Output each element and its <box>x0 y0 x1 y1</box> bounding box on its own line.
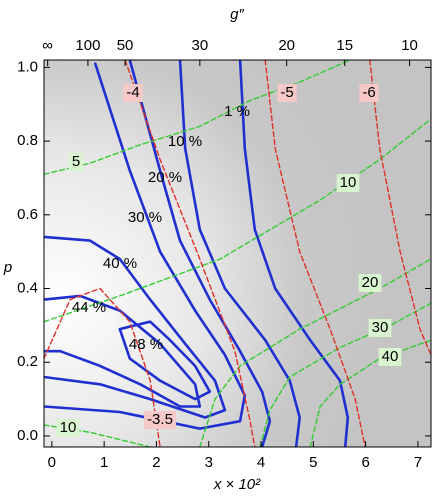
x-tick-label: 1 <box>100 454 108 471</box>
contour-label-box <box>56 419 80 437</box>
contour-label: 40 <box>382 348 399 365</box>
y-tick-label: 0.8 <box>17 132 38 149</box>
x-tick-label: 2 <box>152 454 160 471</box>
contour-line <box>118 320 212 401</box>
top-tick-label: 15 <box>336 37 353 54</box>
x-tick-label: 5 <box>309 454 317 471</box>
x-tick-label: 7 <box>414 454 422 471</box>
contour-label: 20 <box>362 274 379 291</box>
y-tick-label: 0.2 <box>17 353 38 370</box>
contour-line <box>44 287 161 447</box>
contour-line <box>259 302 431 447</box>
top-axis-label: g″ <box>230 6 244 23</box>
top-tick-label: 20 <box>278 37 295 54</box>
contour-label-box <box>359 84 379 102</box>
contour-label-box <box>123 84 143 102</box>
top-tick-label: 100 <box>75 37 100 54</box>
contour-line <box>199 258 431 447</box>
contour-line <box>178 60 302 447</box>
contour-label-box <box>336 174 360 192</box>
x-tick-label: 0 <box>48 454 56 471</box>
x-tick-label: 3 <box>205 454 213 471</box>
contour-label-box <box>277 84 297 102</box>
contour-line <box>369 60 431 356</box>
contour-label: 44 % <box>72 299 106 316</box>
y-tick-label: 0.6 <box>17 206 38 223</box>
top-tick-label: 30 <box>192 37 209 54</box>
x-tick-label: 4 <box>257 454 265 471</box>
contour-line <box>44 294 202 408</box>
contour-label-box <box>358 274 382 292</box>
y-tick-label: 0.4 <box>17 279 38 296</box>
contour-label-box <box>144 411 176 429</box>
x-tick-label: 6 <box>361 454 369 471</box>
contour-line <box>44 235 227 419</box>
contour-line <box>264 60 366 447</box>
contour-label-box <box>368 319 392 337</box>
top-tick-label: ∞ <box>42 37 53 54</box>
contour-label: -4 <box>126 84 139 101</box>
contour-label: 30 <box>372 319 389 336</box>
contour-label: -3.5 <box>147 411 173 428</box>
contour-label: 1 % <box>224 103 250 120</box>
contour-label: 5 <box>72 153 80 170</box>
contour-label: 40 % <box>103 255 137 272</box>
x-axis-label: x × 10² <box>213 476 261 493</box>
contour-label: -5 <box>280 84 293 101</box>
y-tick-label: 0.0 <box>17 427 38 444</box>
contour-label: 48 % <box>129 336 163 353</box>
contour-line <box>238 60 350 447</box>
contour-line <box>44 118 431 323</box>
contour-label: 10 <box>340 174 357 191</box>
top-tick-label: 10 <box>401 37 418 54</box>
contour-label: 10 <box>60 419 77 436</box>
contour-label: 10 % <box>168 133 202 150</box>
contour-label-box <box>68 153 84 171</box>
contour-label-box <box>378 348 402 366</box>
top-tick-label: 50 <box>117 37 134 54</box>
contour-label: -6 <box>362 84 375 101</box>
contour-label: 30 % <box>128 209 162 226</box>
y-axis-label: p <box>3 259 12 276</box>
contour-line <box>124 60 256 447</box>
y-tick-label: 1.0 <box>17 58 38 75</box>
contour-label: 20 % <box>148 169 182 186</box>
plot-frame <box>43 59 432 448</box>
contour-line <box>44 60 351 176</box>
